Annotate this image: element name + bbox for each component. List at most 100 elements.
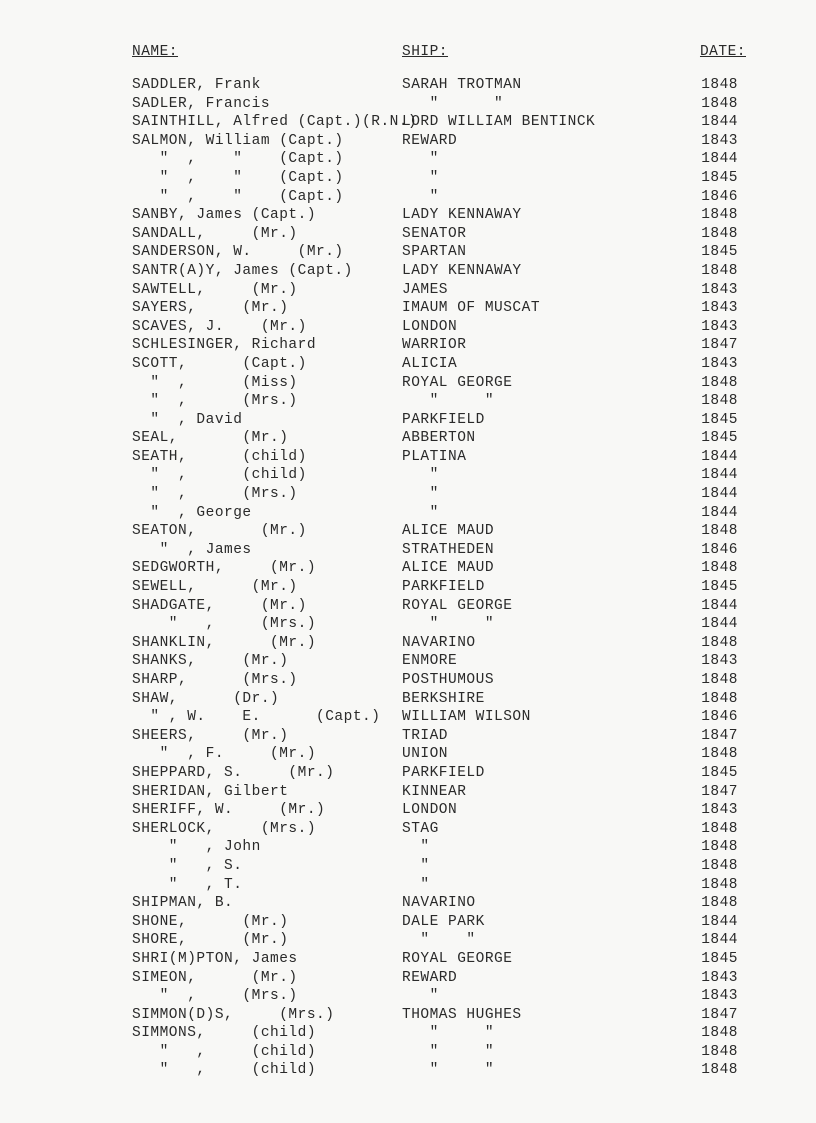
cell-date: 1845	[642, 429, 746, 448]
cell-ship: " "	[402, 1061, 642, 1080]
cell-name: SANDERSON, W. (Mr.)	[132, 243, 402, 262]
cell-date: 1847	[642, 336, 746, 355]
cell-ship: " "	[402, 931, 642, 950]
table-row: SHERLOCK, (Mrs.)STAG1848	[132, 820, 746, 839]
cell-name: SADLER, Francis	[132, 95, 402, 114]
cell-name: SHARP, (Mrs.)	[132, 671, 402, 690]
cell-ship: PARKFIELD	[402, 578, 642, 597]
cell-ship: "	[402, 169, 642, 188]
table-row: " , " (Capt.) "1844	[132, 150, 746, 169]
table-row: " , W. E. (Capt.)WILLIAM WILSON1846	[132, 708, 746, 727]
cell-name: SHERLOCK, (Mrs.)	[132, 820, 402, 839]
cell-date: 1847	[642, 1006, 746, 1025]
cell-ship: DALE PARK	[402, 913, 642, 932]
cell-date: 1848	[642, 522, 746, 541]
cell-ship: REWARD	[402, 969, 642, 988]
table-row: SALMON, William (Capt.)REWARD1843	[132, 132, 746, 151]
table-row: SADLER, Francis " "1848	[132, 95, 746, 114]
cell-name: SIMMON(D)S, (Mrs.)	[132, 1006, 402, 1025]
cell-ship: STRATHEDEN	[402, 541, 642, 560]
cell-ship: "	[402, 857, 642, 876]
cell-ship: STAG	[402, 820, 642, 839]
cell-name: SEDGWORTH, (Mr.)	[132, 559, 402, 578]
cell-name: SIMMONS, (child)	[132, 1024, 402, 1043]
cell-ship: ROYAL GEORGE	[402, 374, 642, 393]
cell-date: 1848	[642, 690, 746, 709]
cell-name: SEWELL, (Mr.)	[132, 578, 402, 597]
table-row: " , S. "1848	[132, 857, 746, 876]
cell-date: 1843	[642, 281, 746, 300]
cell-ship: POSTHUMOUS	[402, 671, 642, 690]
cell-ship: ENMORE	[402, 652, 642, 671]
cell-name: " , W. E. (Capt.)	[132, 708, 402, 727]
cell-date: 1844	[642, 931, 746, 950]
table-row: " , John "1848	[132, 838, 746, 857]
table-header: NAME: SHIP: DATE:	[132, 44, 746, 60]
cell-ship: IMAUM OF MUSCAT	[402, 299, 642, 318]
header-date: DATE:	[642, 44, 746, 60]
cell-ship: SENATOR	[402, 225, 642, 244]
table-row: " , T. "1848	[132, 876, 746, 895]
cell-name: SHORE, (Mr.)	[132, 931, 402, 950]
table-row: SHRI(M)PTON, JamesROYAL GEORGE1845	[132, 950, 746, 969]
table-row: SCOTT, (Capt.)ALICIA1843	[132, 355, 746, 374]
cell-date: 1848	[642, 206, 746, 225]
cell-date: 1843	[642, 987, 746, 1006]
table-body: SADDLER, FrankSARAH TROTMAN1848SADLER, F…	[132, 76, 746, 1080]
header-ship: SHIP:	[402, 44, 642, 60]
cell-date: 1843	[642, 801, 746, 820]
cell-date: 1848	[642, 876, 746, 895]
table-row: SCHLESINGER, RichardWARRIOR1847	[132, 336, 746, 355]
table-row: SHANKS, (Mr.)ENMORE1843	[132, 652, 746, 671]
cell-date: 1846	[642, 541, 746, 560]
cell-name: " , F. (Mr.)	[132, 745, 402, 764]
cell-date: 1844	[642, 466, 746, 485]
table-row: " , (Mrs.) " "1848	[132, 392, 746, 411]
cell-name: " , (child)	[132, 1043, 402, 1062]
cell-ship: WARRIOR	[402, 336, 642, 355]
cell-date: 1848	[642, 671, 746, 690]
cell-ship: "	[402, 838, 642, 857]
cell-ship: BERKSHIRE	[402, 690, 642, 709]
cell-date: 1848	[642, 374, 746, 393]
cell-name: SEATH, (child)	[132, 448, 402, 467]
table-row: SHAW, (Dr.)BERKSHIRE1848	[132, 690, 746, 709]
table-row: SHONE, (Mr.)DALE PARK1844	[132, 913, 746, 932]
cell-name: " , (Mrs.)	[132, 392, 402, 411]
cell-date: 1844	[642, 597, 746, 616]
cell-name: " , " (Capt.)	[132, 188, 402, 207]
table-row: SEWELL, (Mr.)PARKFIELD1845	[132, 578, 746, 597]
cell-date: 1848	[642, 1024, 746, 1043]
cell-date: 1848	[642, 1043, 746, 1062]
cell-date: 1845	[642, 411, 746, 430]
cell-date: 1848	[642, 76, 746, 95]
cell-ship: " "	[402, 95, 642, 114]
cell-ship: NAVARINO	[402, 634, 642, 653]
table-row: SAINTHILL, Alfred (Capt.)(R.N.)LORD WILL…	[132, 113, 746, 132]
cell-ship: "	[402, 188, 642, 207]
cell-name: " , James	[132, 541, 402, 560]
cell-ship: WILLIAM WILSON	[402, 708, 642, 727]
cell-date: 1845	[642, 950, 746, 969]
cell-name: SAWTELL, (Mr.)	[132, 281, 402, 300]
cell-name: SHANKS, (Mr.)	[132, 652, 402, 671]
cell-name: SHONE, (Mr.)	[132, 913, 402, 932]
cell-ship: PARKFIELD	[402, 764, 642, 783]
table-row: SHADGATE, (Mr.)ROYAL GEORGE1844	[132, 597, 746, 616]
cell-name: SHERIDAN, Gilbert	[132, 783, 402, 802]
cell-name: SALMON, William (Capt.)	[132, 132, 402, 151]
cell-date: 1844	[642, 150, 746, 169]
table-row: " , (Mrs.) "1843	[132, 987, 746, 1006]
table-row: SIMMONS, (child) " "1848	[132, 1024, 746, 1043]
table-row: SHARP, (Mrs.)POSTHUMOUS1848	[132, 671, 746, 690]
cell-date: 1845	[642, 243, 746, 262]
cell-name: " , (Mrs.)	[132, 615, 402, 634]
cell-ship: " "	[402, 615, 642, 634]
table-row: " , " (Capt.) "1846	[132, 188, 746, 207]
cell-ship: "	[402, 504, 642, 523]
cell-name: SEATON, (Mr.)	[132, 522, 402, 541]
table-row: " , DavidPARKFIELD1845	[132, 411, 746, 430]
cell-name: SHRI(M)PTON, James	[132, 950, 402, 969]
cell-ship: "	[402, 485, 642, 504]
table-row: " , (Mrs.) " "1844	[132, 615, 746, 634]
